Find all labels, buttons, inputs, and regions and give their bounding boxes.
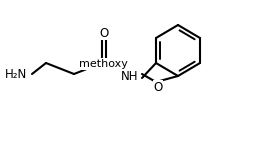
Text: methoxy: methoxy: [79, 59, 128, 69]
Text: O: O: [153, 81, 163, 93]
Text: O: O: [99, 27, 109, 39]
Text: NH: NH: [121, 69, 139, 83]
Text: H₂N: H₂N: [5, 67, 27, 81]
